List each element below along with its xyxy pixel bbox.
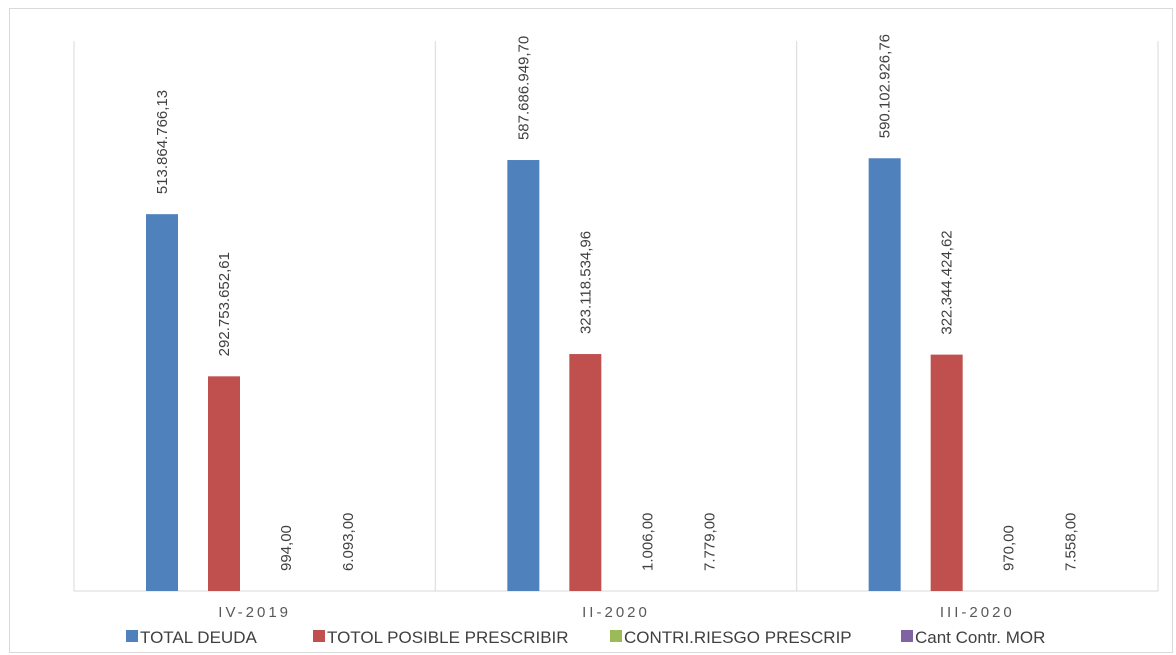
x-tick-label: IV-2019 — [218, 604, 291, 621]
data-label: 1.006,00 — [639, 513, 656, 571]
bar-total-deuda — [507, 160, 540, 591]
bar-totol-posible-prescribir — [569, 354, 602, 591]
legend-swatch — [901, 630, 913, 642]
bar-total-deuda — [146, 214, 178, 591]
data-label: 7.779,00 — [701, 513, 718, 571]
data-label: 7.558,00 — [1063, 513, 1080, 571]
data-label: 587.686.949,70 — [515, 36, 532, 140]
legend-entry: TOTAL DEUDA — [140, 628, 257, 647]
data-label: 994,00 — [278, 525, 295, 571]
x-tick-label: II-2020 — [582, 604, 650, 621]
bar-totol-posible-prescribir — [208, 376, 240, 591]
legend-swatch — [313, 630, 325, 642]
x-tick-label: III-2020 — [940, 604, 1015, 621]
data-label: 292.753.652,61 — [216, 252, 233, 356]
data-label: 513.864.766,13 — [154, 90, 171, 194]
data-label: 590.102.926,76 — [877, 34, 894, 138]
legend-entry: CONTRI.RIESGO PRESCRIP — [624, 628, 852, 647]
legend-entry: TOTOL POSIBLE PRESCRIBIR — [327, 628, 569, 647]
legend-swatch — [126, 630, 138, 642]
bar-totol-posible-prescribir — [930, 354, 963, 591]
data-label: 970,00 — [1001, 525, 1018, 571]
data-label: 323.118.534,96 — [577, 231, 594, 334]
legend-swatch — [610, 630, 622, 642]
legend-entry: Cant Contr. MOR — [915, 628, 1045, 647]
bar-total-deuda — [868, 158, 901, 591]
data-label: 6.093,00 — [340, 513, 357, 571]
data-label: 322.344.424,62 — [939, 230, 956, 334]
